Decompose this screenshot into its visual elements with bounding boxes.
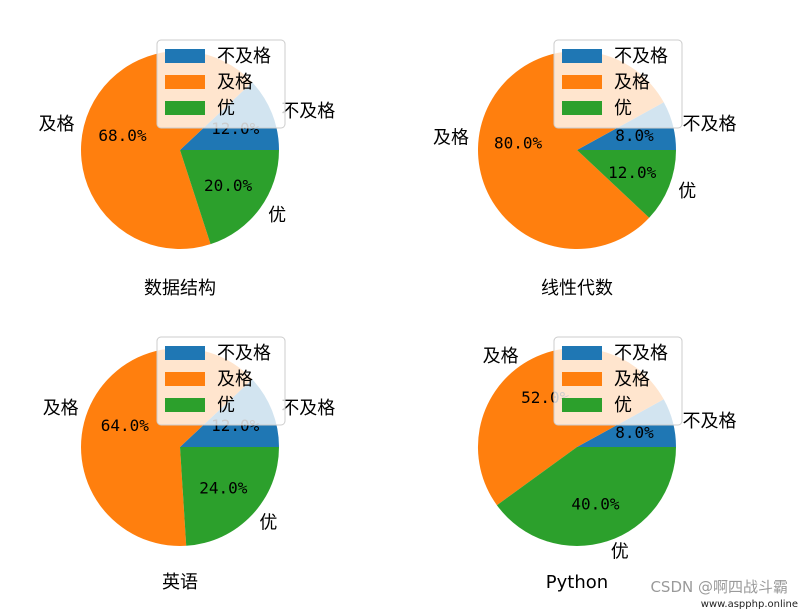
legend-swatch-fail xyxy=(562,346,602,360)
legend-label: 及格 xyxy=(217,369,253,390)
pie-outer-label: 不及格 xyxy=(683,411,737,432)
pie-slice-excellent xyxy=(496,447,676,546)
pie-pct-label: 20.0% xyxy=(204,176,253,195)
watermark-subtext: www.aspphp.online xyxy=(700,599,798,610)
pie-outer-label: 及格 xyxy=(43,398,79,419)
legend-label: 不及格 xyxy=(217,46,271,67)
subplot-title: 线性代数 xyxy=(541,278,613,299)
pie-pct-label: 68.0% xyxy=(98,126,147,145)
legend-swatch-excellent xyxy=(562,101,602,115)
pie-pct-label: 80.0% xyxy=(494,134,543,153)
legend-label: 及格 xyxy=(217,72,253,93)
legend-label: 不及格 xyxy=(217,343,271,364)
legend-label: 及格 xyxy=(614,369,650,390)
legend-label: 优 xyxy=(217,395,235,416)
pie-outer-label: 及格 xyxy=(483,346,519,367)
legend-swatch-fail xyxy=(165,49,205,63)
legend-swatch-pass xyxy=(165,75,205,89)
pie-pct-label: 12.0% xyxy=(608,163,657,182)
pie-outer-label: 不及格 xyxy=(683,114,737,135)
watermark-text: CSDN @啊四战斗霸 xyxy=(650,578,788,596)
legend-label: 及格 xyxy=(614,72,650,93)
pie-outer-label: 不及格 xyxy=(281,398,335,419)
legend-swatch-fail xyxy=(562,49,602,63)
pie-slice-excellent xyxy=(180,447,279,546)
legend-label: 不及格 xyxy=(614,343,668,364)
pie-outer-label: 优 xyxy=(678,181,696,202)
subplot-title: 英语 xyxy=(162,572,198,593)
pie-slice-excellent xyxy=(180,150,279,245)
pie-pct-label: 64.0% xyxy=(101,416,150,435)
legend-swatch-pass xyxy=(562,75,602,89)
legend-label: 优 xyxy=(614,98,632,119)
pie-pct-label: 40.0% xyxy=(571,495,620,514)
pie-pct-label: 8.0% xyxy=(615,126,654,145)
pie-outer-label: 不及格 xyxy=(281,101,335,122)
pie-outer-label: 优 xyxy=(268,205,286,226)
legend-label: 优 xyxy=(614,395,632,416)
legend-swatch-excellent xyxy=(165,398,205,412)
legend-swatch-pass xyxy=(165,372,205,386)
legend-label: 不及格 xyxy=(614,46,668,67)
pie-outer-label: 及格 xyxy=(39,114,75,135)
legend-swatch-pass xyxy=(562,372,602,386)
subplot-title: 数据结构 xyxy=(144,278,216,299)
pie-pct-label: 8.0% xyxy=(615,423,654,442)
legend-swatch-excellent xyxy=(165,101,205,115)
subplot-title: Python xyxy=(546,572,608,593)
pie-slice-excellent xyxy=(577,150,676,218)
pie-outer-label: 优 xyxy=(611,542,629,563)
pie-outer-label: 及格 xyxy=(433,127,469,148)
pie-outer-label: 优 xyxy=(259,513,277,534)
legend-label: 优 xyxy=(217,98,235,119)
pie-pct-label: 24.0% xyxy=(199,479,248,498)
legend-swatch-excellent xyxy=(562,398,602,412)
legend-swatch-fail xyxy=(165,346,205,360)
